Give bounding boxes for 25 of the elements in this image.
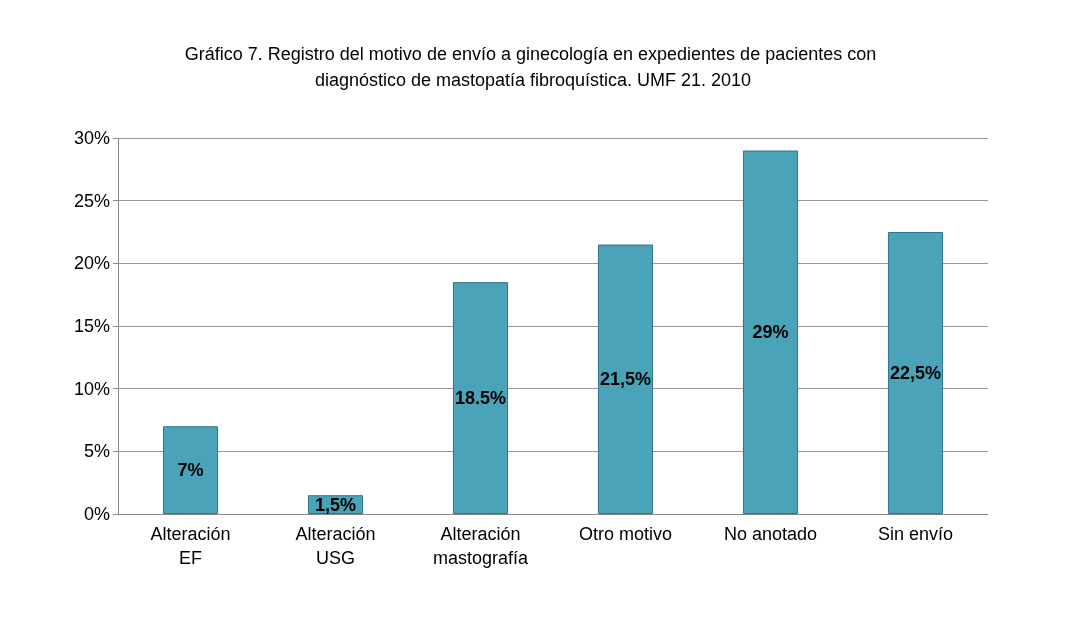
bar — [162, 426, 219, 514]
y-tick-label: 10% — [73, 378, 110, 399]
data-label: 7% — [177, 460, 204, 481]
y-tick-label: 25% — [73, 190, 110, 211]
bar — [887, 232, 944, 514]
x-tick-label: Alteración EF — [150, 524, 231, 568]
y-tick-label: 0% — [83, 504, 110, 524]
x-tick-label: Alteración mastografía — [432, 524, 530, 568]
x-tick-label: No anotado — [723, 524, 818, 544]
bar — [742, 150, 799, 514]
x-tick-label: Sin envío — [877, 524, 954, 544]
data-label: 29% — [752, 322, 789, 343]
x-tick-label: Alteración USG — [295, 524, 376, 568]
y-tick-label: 20% — [73, 253, 110, 274]
chart-title: Gráfico 7. Registro del motivo de envío a ginecología en expedientes de pacientes con diagnóstico de mastopatía fibroquística. UMF 21. 2010 — [184, 44, 882, 90]
data-label: 22,5% — [889, 363, 942, 383]
data-label: 18.5% — [454, 388, 507, 409]
x-tick-label: Otro motivo — [578, 524, 673, 544]
bar — [597, 244, 654, 514]
bar — [452, 282, 509, 514]
y-tick-label: 30% — [73, 128, 110, 148]
y-tick-label: 5% — [83, 441, 110, 462]
data-label: 1,5% — [314, 494, 357, 515]
y-tick-label: 15% — [73, 316, 110, 336]
data-label: 21,5% — [599, 369, 652, 390]
